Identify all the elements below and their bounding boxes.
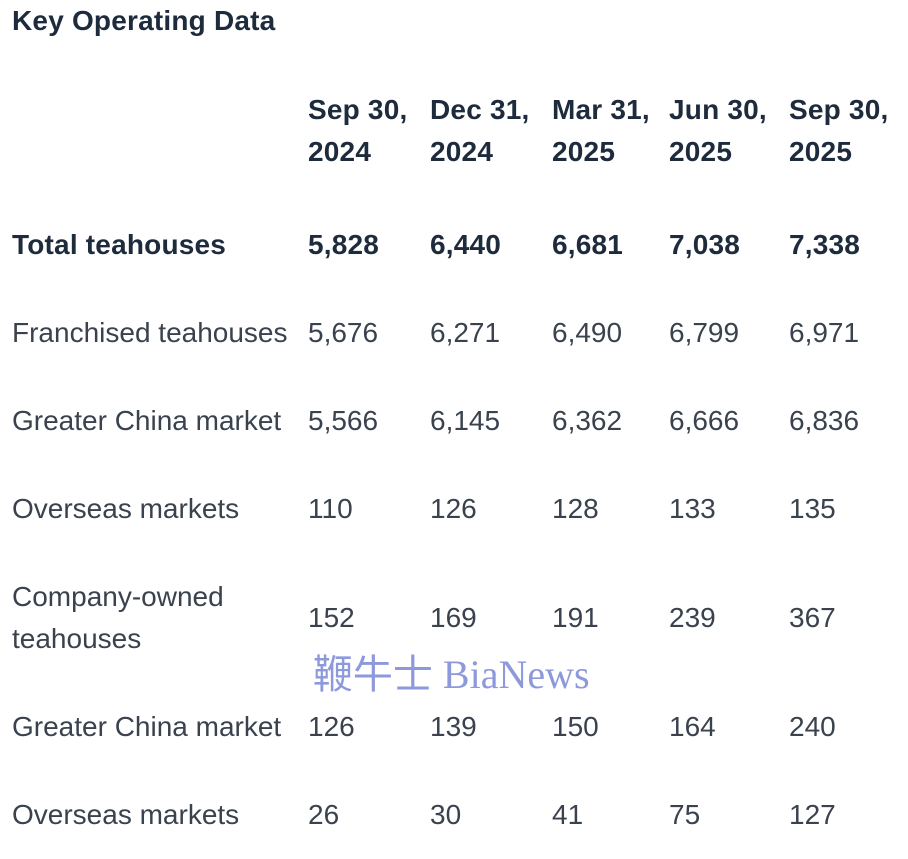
cell-value: 41: [552, 799, 584, 830]
cell-value: 152: [308, 602, 355, 633]
table-row-greater-china-company-owned: Greater China market 126 139 150 164 240: [12, 683, 908, 771]
cell-value: 127: [789, 799, 836, 830]
table-row-overseas-franchised: Overseas markets 110 126 128 133 135: [12, 465, 908, 553]
cell-value: 7,038: [669, 229, 741, 260]
cell-value: 30: [430, 799, 462, 830]
cell-value: 6,490: [552, 317, 623, 348]
cell-value: 6,836: [789, 405, 860, 436]
cell-value: 139: [430, 711, 477, 742]
cell-value: 75: [669, 799, 701, 830]
table-row-franchised-teahouses: Franchised teahouses 5,676 6,271 6,490 6…: [12, 289, 908, 377]
column-header-mar31-2025: Mar 31, 2025: [552, 94, 650, 167]
cell-value: 6,971: [789, 317, 860, 348]
table-body: Total teahouses 5,828 6,440 6,681 7,038 …: [12, 201, 908, 859]
page-title: Key Operating Data: [12, 5, 276, 36]
cell-value: 6,271: [430, 317, 501, 348]
cell-value: 240: [789, 711, 836, 742]
row-label: Greater China market: [12, 711, 282, 742]
column-header-jun30-2025: Jun 30, 2025: [669, 94, 767, 167]
table-row-greater-china-franchised: Greater China market 5,566 6,145 6,362 6…: [12, 377, 908, 465]
cell-value: 6,681: [552, 229, 624, 260]
table-row-total-teahouses: Total teahouses 5,828 6,440 6,681 7,038 …: [12, 201, 908, 289]
column-header-sep30-2025: Sep 30, 2025: [789, 94, 889, 167]
table-header: Sep 30, 2024 Dec 31, 2024 Mar 31, 2025 J…: [12, 66, 908, 201]
column-header-sep30-2024: Sep 30, 2024: [308, 94, 408, 167]
cell-value: 133: [669, 493, 716, 524]
cell-value: 26: [308, 799, 340, 830]
cell-value: 126: [308, 711, 355, 742]
table-row-company-owned-teahouses: Company-owned teahouses 152 169 191 239 …: [12, 553, 908, 683]
cell-value: 150: [552, 711, 599, 742]
table-row-overseas-company-owned: Overseas markets 26 30 41 75 127: [12, 771, 908, 859]
row-label: Greater China market: [12, 405, 282, 436]
cell-value: 6,440: [430, 229, 502, 260]
column-header-dec31-2024: Dec 31, 2024: [430, 94, 530, 167]
cell-value: 5,676: [308, 317, 379, 348]
cell-value: 135: [789, 493, 836, 524]
corner-cell: [12, 66, 308, 201]
cell-value: 5,566: [308, 405, 379, 436]
cell-value: 6,799: [669, 317, 740, 348]
row-label: Overseas markets: [12, 493, 240, 524]
row-label: Overseas markets: [12, 799, 240, 830]
cell-value: 6,145: [430, 405, 501, 436]
cell-value: 5,828: [308, 229, 380, 260]
key-operating-data-table: Sep 30, 2024 Dec 31, 2024 Mar 31, 2025 J…: [12, 66, 908, 859]
cell-value: 7,338: [789, 229, 861, 260]
cell-value: 169: [430, 602, 477, 633]
cell-value: 164: [669, 711, 716, 742]
cell-value: 239: [669, 602, 716, 633]
cell-value: 191: [552, 602, 599, 633]
header-row: Sep 30, 2024 Dec 31, 2024 Mar 31, 2025 J…: [12, 66, 908, 201]
cell-value: 6,666: [669, 405, 740, 436]
row-label: Total teahouses: [12, 229, 227, 260]
row-label: Franchised teahouses: [12, 317, 288, 348]
cell-value: 126: [430, 493, 477, 524]
cell-value: 110: [308, 493, 353, 524]
cell-value: 128: [552, 493, 599, 524]
row-label: Company-owned teahouses: [12, 581, 224, 654]
cell-value: 6,362: [552, 405, 623, 436]
cell-value: 367: [789, 602, 836, 633]
